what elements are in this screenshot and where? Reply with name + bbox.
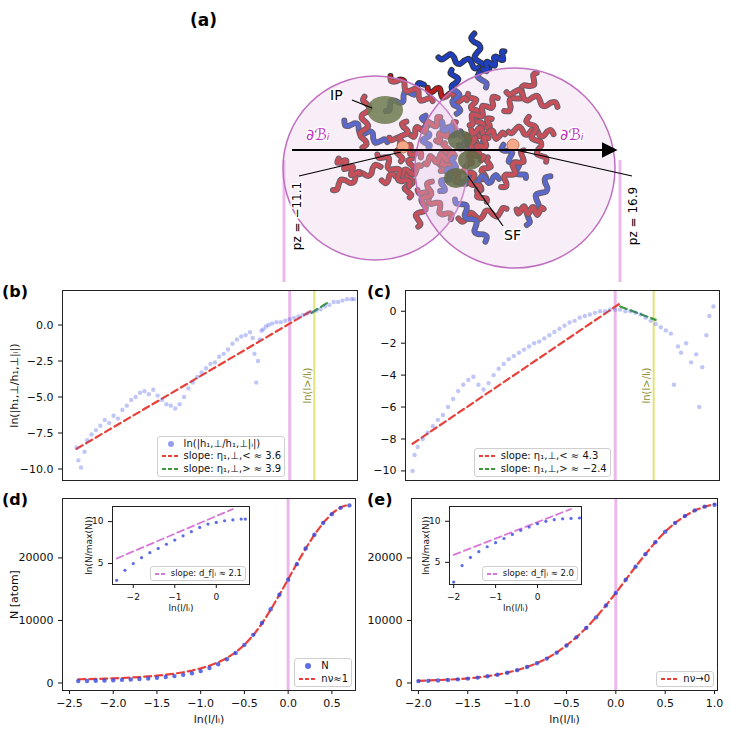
svg-text:ln(|h₁,⊥/h₁,⊥|ᵢ|): ln(|h₁,⊥/h₁,⊥|ᵢ|): [8, 343, 21, 427]
svg-text:−2: −2: [127, 592, 140, 602]
svg-text:0: 0: [535, 592, 541, 602]
svg-text:ln(l>/lᵢ): ln(l>/lᵢ): [302, 367, 313, 403]
html-text:(b): (b): [2, 282, 29, 301]
svg-text:0.5: 0.5: [323, 697, 341, 710]
html-text:slope: η₁,⊥,< ≈ 4.3: slope: η₁,⊥,< ≈ 4.3: [500, 450, 599, 461]
svg-text:−1: −1: [489, 592, 502, 602]
html-text:(c): (c): [367, 282, 392, 301]
svg-text:ln(N/max(N)): ln(N/max(N)): [84, 516, 94, 574]
svg-text:−1.5: −1.5: [144, 697, 171, 710]
svg-text:−2.0: −2.0: [405, 697, 432, 710]
svg-text:−7.5: −7.5: [27, 427, 54, 440]
svg-text:0.0: 0.0: [607, 697, 625, 710]
svg-text:−5.0: −5.0: [27, 391, 54, 404]
html-text:slope: η₁,⊥,< ≈ 3.6: slope: η₁,⊥,< ≈ 3.6: [183, 450, 282, 461]
html-text:slope: d_f|ᵢ ≈ 2.0: slope: d_f|ᵢ ≈ 2.0: [502, 568, 574, 579]
svg-text:(a): (a): [190, 10, 217, 30]
svg-text:0: 0: [390, 305, 397, 318]
svg-text:10000: 10000: [19, 614, 54, 627]
svg-text:−2.5: −2.5: [56, 697, 83, 710]
svg-text:ln(N/max(N)): ln(N/max(N)): [421, 516, 431, 574]
svg-text:10000: 10000: [368, 614, 403, 627]
svg-text:pz = 16.9: pz = 16.9: [626, 187, 640, 245]
svg-text:∂ℬᵢ: ∂ℬᵢ: [560, 125, 584, 144]
svg-text:−8: −8: [380, 433, 396, 446]
svg-text:0.0: 0.0: [279, 697, 297, 710]
svg-text:−4: −4: [380, 369, 396, 382]
svg-text:−1.0: −1.0: [504, 697, 531, 710]
html-text:(e): (e): [367, 490, 393, 509]
svg-text:0: 0: [396, 677, 403, 690]
svg-text:ln(l/lᵢ): ln(l/lᵢ): [503, 603, 528, 613]
html-text:slope: η₁,⊥,> ≈ 3.9: slope: η₁,⊥,> ≈ 3.9: [183, 462, 282, 474]
svg-text:ln(l/lᵢ): ln(l/lᵢ): [194, 713, 224, 726]
html-text:nν→0: nν→0: [683, 672, 710, 684]
svg-text:−6: −6: [380, 401, 396, 414]
svg-text:ln(l>/lᵢ): ln(l>/lᵢ): [641, 367, 652, 403]
svg-text:pz = −11.1: pz = −11.1: [290, 182, 304, 250]
svg-text:ln(l/lᵢ): ln(l/lᵢ): [169, 603, 194, 613]
svg-text:5: 5: [98, 558, 104, 568]
svg-text:10: 10: [92, 516, 104, 527]
svg-text:−2.0: −2.0: [100, 697, 127, 710]
svg-text:−2: −2: [447, 592, 460, 602]
svg-text:N [atom]: N [atom]: [8, 570, 21, 619]
svg-text:−1.0: −1.0: [187, 697, 214, 710]
html-text:N: N: [321, 660, 329, 671]
svg-text:−1: −1: [168, 592, 181, 602]
svg-text:−0.5: −0.5: [231, 697, 258, 710]
svg-text:10: 10: [429, 516, 441, 527]
svg-text:−2: −2: [380, 337, 396, 350]
svg-text:−1.5: −1.5: [454, 697, 481, 710]
html-text:slope: η₁,⊥,> ≈ −2.4: slope: η₁,⊥,> ≈ −2.4: [500, 462, 607, 474]
svg-text:20000: 20000: [19, 551, 54, 564]
svg-text:SF: SF: [504, 227, 521, 243]
svg-text:1.0: 1.0: [706, 697, 724, 710]
svg-text:20000: 20000: [368, 551, 403, 564]
svg-text:−0.5: −0.5: [553, 697, 580, 710]
svg-text:−10.0: −10.0: [20, 463, 54, 476]
svg-text:0: 0: [47, 677, 54, 690]
html-text:nν≈1: nν≈1: [321, 672, 348, 684]
svg-text:IP: IP: [330, 87, 343, 103]
svg-text:0.5: 0.5: [656, 697, 674, 710]
svg-text:−10: −10: [373, 464, 396, 477]
svg-text:5: 5: [435, 557, 441, 567]
svg-text:−2.5: −2.5: [27, 355, 54, 368]
svg-text:ln(l/lᵢ): ln(l/lᵢ): [549, 713, 579, 726]
html-text:(d): (d): [2, 490, 29, 509]
svg-text:0: 0: [213, 592, 219, 602]
svg-text:∂ℬᵢ: ∂ℬᵢ: [306, 125, 330, 144]
html-text:slope: d_f|ᵢ ≈ 2.1: slope: d_f|ᵢ ≈ 2.1: [170, 568, 242, 579]
svg-text:0.0: 0.0: [36, 319, 54, 332]
html-text:ln(|h₁,⊥/h₁,⊥|ᵢ|): ln(|h₁,⊥/h₁,⊥|ᵢ|): [183, 437, 261, 449]
